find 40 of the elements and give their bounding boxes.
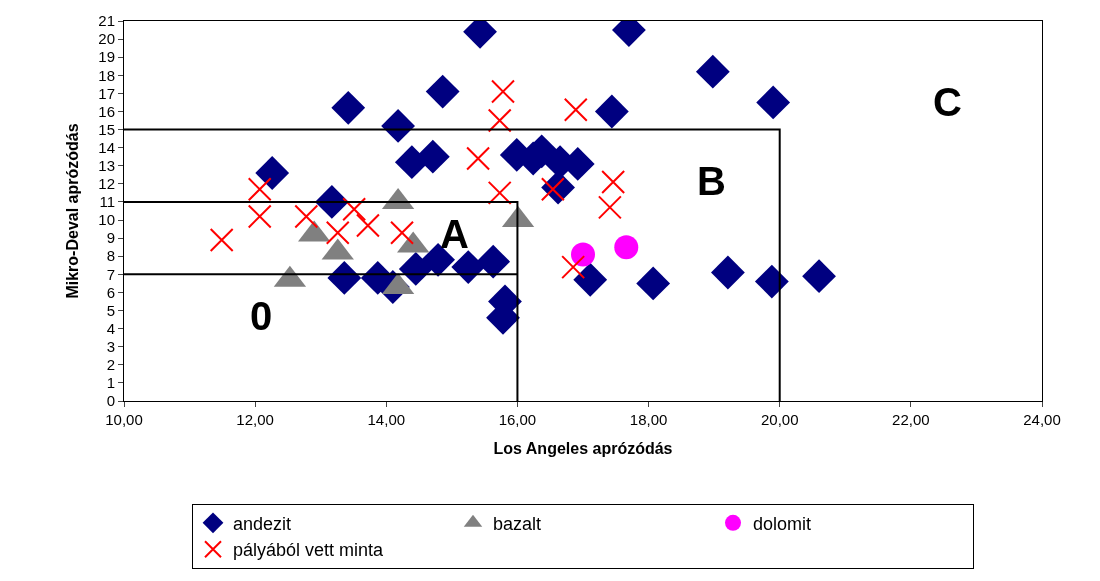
y-tick-label: 16 <box>98 102 115 120</box>
legend-label: bazalt <box>493 513 542 534</box>
x-tick-label: 16,00 <box>498 411 537 428</box>
y-tick-label: 8 <box>106 247 115 265</box>
y-tick-label: 10 <box>98 211 115 229</box>
y-tick-label: 19 <box>98 48 115 66</box>
annotation: B <box>697 159 726 203</box>
y-tick-label: 15 <box>98 120 115 138</box>
x-tick-label: 14,00 <box>367 411 406 428</box>
y-tick-label: 9 <box>106 229 115 247</box>
x-tick-label: 18,00 <box>629 411 668 428</box>
x-tick-label: 12,00 <box>236 411 274 428</box>
y-tick-label: 13 <box>98 157 115 175</box>
y-tick-label: 11 <box>99 193 115 211</box>
y-tick-label: 20 <box>98 30 115 48</box>
y-tick-label: 14 <box>98 138 115 156</box>
y-tick-label: 12 <box>98 175 115 193</box>
y-tick-label: 6 <box>106 283 115 301</box>
legend-label: dolomit <box>753 513 812 534</box>
y-tick-label: 1 <box>106 374 115 392</box>
x-axis-title: Los Angeles aprózódás <box>493 439 673 457</box>
y-tick-label: 18 <box>98 66 115 84</box>
x-tick-label: 22,00 <box>892 411 930 428</box>
y-tick-label: 21 <box>98 12 115 30</box>
legend-label: andezit <box>233 513 292 534</box>
x-tick-label: 20,00 <box>760 411 799 428</box>
y-tick-label: 5 <box>106 301 115 319</box>
y-tick-label: 7 <box>106 265 115 283</box>
y-axis-title: Mikro-Deval aprózódás <box>64 123 82 299</box>
x-tick-label: 24,00 <box>1023 411 1061 428</box>
y-tick-label: 4 <box>106 319 115 337</box>
annotation: 0 <box>250 294 273 338</box>
annotation: C <box>933 80 962 124</box>
legend-label: pályából vett minta <box>233 540 385 561</box>
y-tick-label: 0 <box>106 392 115 410</box>
y-tick-label: 17 <box>98 84 115 102</box>
y-tick-label: 3 <box>106 337 115 355</box>
y-tick-label: 2 <box>106 356 115 374</box>
x-tick-label: 10,00 <box>105 411 143 428</box>
annotation: A <box>440 212 469 256</box>
